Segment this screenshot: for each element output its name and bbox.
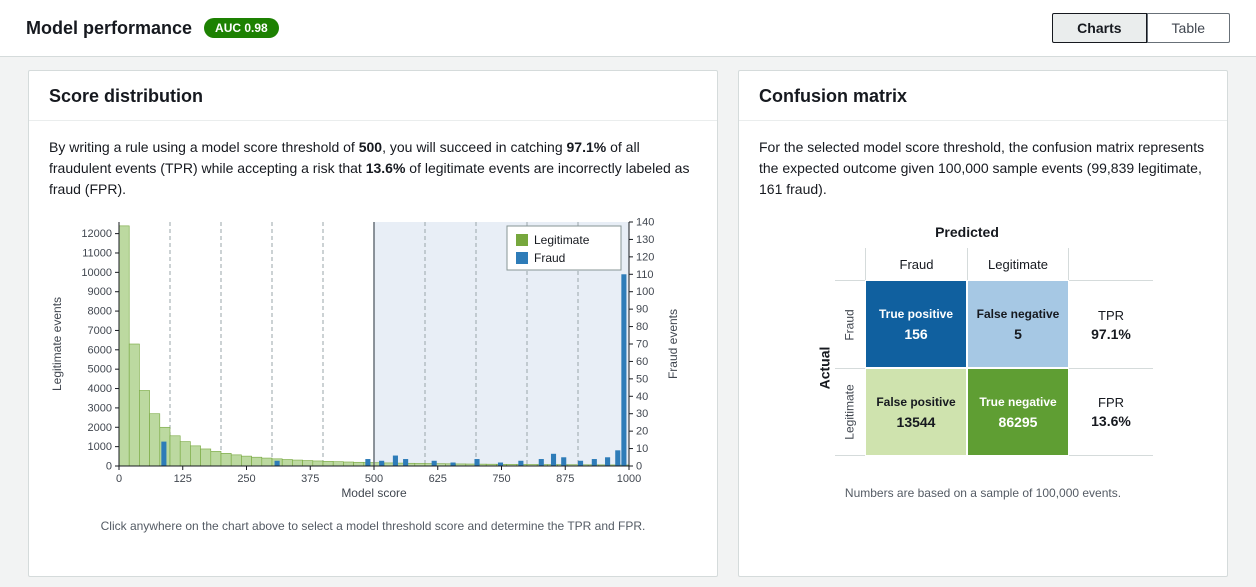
svg-text:0: 0: [116, 473, 122, 485]
svg-text:50: 50: [636, 373, 648, 385]
svg-text:9000: 9000: [88, 286, 112, 298]
confusion-matrix: Predicted Fraud Legitimate Actual Fraud …: [813, 224, 1153, 456]
cell-false-positive: False positive 13544: [865, 368, 967, 456]
svg-text:140: 140: [636, 217, 654, 229]
score-distribution-card: Score distribution By writing a rule usi…: [28, 70, 718, 577]
svg-text:750: 750: [492, 473, 510, 485]
svg-text:12000: 12000: [81, 228, 112, 240]
svg-text:120: 120: [636, 251, 654, 263]
header-bar: Model performance AUC 0.98 Charts Table: [0, 0, 1256, 57]
score-distribution-chart[interactable]: 0 1000 2000 3000 4000 5000 6000 7000 8000 9000 100…: [49, 212, 697, 507]
page-title: Model performance: [26, 17, 193, 38]
svg-text:40: 40: [636, 391, 648, 403]
predicted-label: Predicted: [935, 224, 999, 240]
svg-text:1000: 1000: [617, 473, 641, 485]
view-toggle: Charts Table: [1052, 13, 1230, 43]
table-toggle-button[interactable]: Table: [1146, 13, 1230, 43]
svg-text:6000: 6000: [88, 344, 112, 356]
svg-text:4000: 4000: [88, 383, 112, 395]
svg-text:90: 90: [636, 304, 648, 316]
svg-text:Model score: Model score: [341, 486, 407, 500]
svg-text:Fraud events: Fraud events: [666, 309, 680, 379]
svg-text:130: 130: [636, 234, 654, 246]
score-distribution-chart-svg: 0100020003000400050006000700080009000100…: [50, 217, 680, 501]
tpr-metric: TPR 97.1%: [1069, 280, 1153, 368]
svg-text:1000: 1000: [88, 441, 112, 453]
score-distribution-description: By writing a rule using a model score th…: [49, 139, 690, 197]
svg-text:375: 375: [301, 473, 319, 485]
svg-text:Legitimate events: Legitimate events: [50, 297, 64, 391]
svg-text:110: 110: [636, 269, 654, 281]
svg-text:625: 625: [429, 473, 447, 485]
confusion-matrix-footer: Numbers are based on a sample of 100,000…: [844, 486, 1122, 500]
charts-toggle-button[interactable]: Charts: [1052, 13, 1147, 43]
svg-text:0: 0: [636, 461, 642, 473]
actual-row-fraud: Fraud: [835, 280, 865, 368]
confusion-matrix-title: Confusion matrix: [759, 86, 908, 106]
svg-text:8000: 8000: [88, 306, 112, 318]
auc-badge: AUC 0.98: [204, 18, 279, 38]
svg-text:60: 60: [636, 356, 648, 368]
score-distribution-body: By writing a rule using a model score th…: [29, 121, 717, 576]
svg-text:80: 80: [636, 321, 648, 333]
svg-text:100: 100: [636, 286, 654, 298]
cell-false-negative: False negative 5: [967, 280, 1069, 368]
svg-text:20: 20: [636, 426, 648, 438]
svg-text:0: 0: [106, 461, 112, 473]
score-distribution-header: Score distribution: [29, 71, 717, 121]
svg-text:70: 70: [636, 339, 648, 351]
svg-text:3000: 3000: [88, 402, 112, 414]
svg-text:7000: 7000: [88, 325, 112, 337]
predicted-col-fraud: Fraud: [865, 248, 967, 280]
svg-text:10000: 10000: [81, 267, 112, 279]
cell-true-positive: True positive 156: [865, 280, 967, 368]
content: Score distribution By writing a rule usi…: [0, 57, 1256, 587]
confusion-matrix-description: For the selected model score threshold, …: [759, 139, 1205, 197]
svg-text:Fraud: Fraud: [534, 251, 565, 265]
confusion-matrix-header: Confusion matrix: [739, 71, 1227, 121]
fpr-metric: FPR 13.6%: [1069, 368, 1153, 456]
svg-text:30: 30: [636, 408, 648, 420]
svg-text:Legitimate: Legitimate: [534, 233, 590, 247]
svg-text:5000: 5000: [88, 364, 112, 376]
confusion-matrix-card: Confusion matrix For the selected model …: [738, 70, 1228, 577]
svg-text:125: 125: [174, 473, 192, 485]
actual-label: Actual: [816, 346, 833, 390]
score-distribution-title: Score distribution: [49, 86, 204, 106]
chart-hint: Click anywhere on the chart above to sel…: [100, 519, 646, 533]
svg-text:500: 500: [365, 473, 383, 485]
svg-text:875: 875: [556, 473, 574, 485]
svg-text:250: 250: [237, 473, 255, 485]
actual-row-legitimate: Legitimate: [835, 368, 865, 456]
svg-text:11000: 11000: [82, 247, 112, 259]
svg-text:2000: 2000: [88, 422, 112, 434]
confusion-matrix-body: For the selected model score threshold, …: [739, 121, 1227, 576]
predicted-col-legitimate: Legitimate: [967, 248, 1069, 280]
cell-true-negative: True negative 86295: [967, 368, 1069, 456]
svg-text:10: 10: [636, 443, 648, 455]
